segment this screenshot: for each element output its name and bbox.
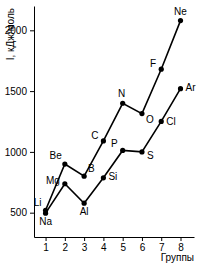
tick-mark <box>30 152 34 153</box>
point-label: O <box>146 114 154 125</box>
point-label: Be <box>50 150 63 161</box>
x-axis: 1 2 3 4 5 6 78 <box>35 237 195 253</box>
point <box>178 86 183 91</box>
point-label: Al <box>80 206 89 217</box>
point <box>159 119 164 124</box>
point-label: N <box>118 88 125 99</box>
point-label: S <box>147 150 154 161</box>
point <box>159 67 164 72</box>
tick: 3 <box>82 237 88 253</box>
point-label: F <box>150 58 156 69</box>
tick-label: 500 <box>10 207 27 218</box>
y-axis-title: I, кДж/моль <box>5 8 16 60</box>
point-label: Na <box>39 216 52 227</box>
point-label: Mg <box>46 175 60 186</box>
tick: 2 <box>63 237 69 253</box>
point <box>101 175 106 180</box>
tick: 1 <box>43 237 49 253</box>
point <box>82 201 87 206</box>
tick-label: 1500 <box>5 86 28 97</box>
point <box>62 181 67 186</box>
tick-mark <box>161 237 162 241</box>
tick-mark <box>103 237 104 241</box>
tick: 1000 <box>5 147 34 158</box>
point-label: Ar <box>186 82 197 93</box>
tick-label: 3 <box>82 242 88 253</box>
tick-label: 6 <box>140 242 146 253</box>
tick: 7 <box>159 237 165 253</box>
point-label: Si <box>108 171 117 182</box>
tick-mark <box>181 237 182 241</box>
marks <box>43 18 183 216</box>
y-axis: 500100015002000 <box>5 7 35 238</box>
point-label: Ne <box>174 6 187 17</box>
point <box>178 18 183 23</box>
point <box>43 211 48 216</box>
tick-mark <box>84 237 85 241</box>
point-label: Cl <box>166 116 175 127</box>
tick-label: 1 <box>43 242 49 253</box>
point-labels: Li Be B C N O F Ne Na Mg Al Si P S Cl Ar <box>34 6 196 228</box>
point <box>139 149 144 154</box>
tick: 5 <box>120 237 126 253</box>
tick-label: 4 <box>101 242 107 253</box>
tick-mark <box>123 237 124 241</box>
tick-mark <box>46 237 47 241</box>
series-line <box>46 89 181 213</box>
x-axis-title: Группы <box>161 252 194 263</box>
point-label: P <box>111 138 118 149</box>
tick-label: 1000 <box>5 147 28 158</box>
chart: 12345678500100015002000LiBeBCNOFNeNaMgAl… <box>0 0 200 263</box>
series-line <box>46 21 181 211</box>
tick-mark <box>30 91 34 92</box>
tick: 6 <box>140 237 146 253</box>
tick: 8 <box>178 237 184 253</box>
point <box>101 138 106 143</box>
tick-label: 5 <box>120 242 126 253</box>
point-label: Li <box>34 197 42 208</box>
tick: 500 <box>10 207 34 218</box>
point <box>82 174 87 179</box>
tick-label: 2 <box>63 242 69 253</box>
point-label: B <box>88 163 95 174</box>
tick-mark <box>142 237 143 241</box>
point-label: C <box>91 130 98 141</box>
point <box>139 111 144 116</box>
point <box>120 148 125 153</box>
point <box>62 161 67 166</box>
tick-mark <box>30 213 34 214</box>
tick-mark <box>30 30 34 31</box>
plot: 12345678500100015002000LiBeBCNOFNeNaMgAl… <box>5 6 196 254</box>
axis-line <box>35 237 195 238</box>
tick-mark <box>65 237 66 241</box>
tick: 4 <box>101 237 107 253</box>
point <box>120 101 125 106</box>
tick: 1500 <box>5 86 34 97</box>
